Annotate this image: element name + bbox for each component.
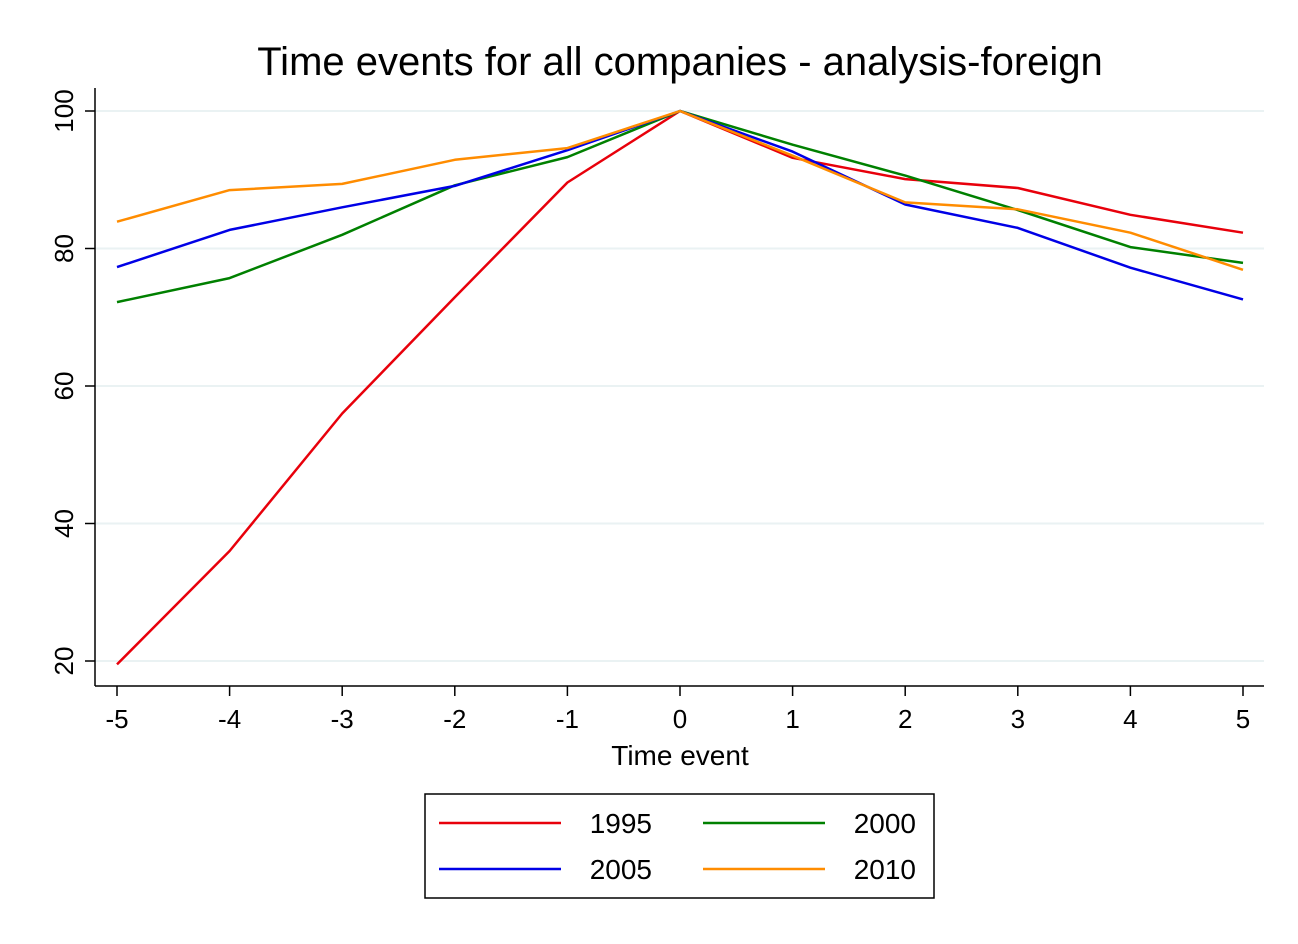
x-axis-title: Time event — [611, 740, 749, 771]
x-tick-label: -3 — [331, 704, 354, 734]
chart-title: Time events for all companies - analysis… — [257, 40, 1103, 84]
x-tick-label: 2 — [898, 704, 912, 734]
axes: 20 40 60 80 100 -5 -4 -3 -2 -1 0 1 2 3 4 5 — [49, 88, 1264, 734]
legend-label-2010: 2010 — [854, 854, 916, 885]
y-tick-label: 40 — [49, 509, 79, 538]
y-tick-label: 100 — [49, 89, 79, 132]
gridlines — [95, 110, 1264, 662]
series-line-2010 — [116, 109, 1244, 271]
x-tick-label: -2 — [443, 704, 466, 734]
data-series — [116, 109, 1244, 666]
legend-box — [424, 793, 935, 899]
x-tick-label: 1 — [785, 704, 799, 734]
y-tick-label: 20 — [49, 647, 79, 676]
x-tick-label: 5 — [1236, 704, 1250, 734]
x-tick-label: -5 — [105, 704, 128, 734]
legend-label-2005: 2005 — [590, 854, 652, 885]
x-tick-label: 3 — [1011, 704, 1025, 734]
x-tick-label: 0 — [673, 704, 687, 734]
legend-label-2000: 2000 — [854, 808, 916, 839]
y-tick-label: 80 — [49, 234, 79, 263]
legend-label-1995: 1995 — [590, 808, 652, 839]
y-tick-label: 60 — [49, 372, 79, 401]
x-tick-label: -4 — [218, 704, 241, 734]
x-tick-label: -1 — [556, 704, 579, 734]
legend: 1995 2000 2005 2010 — [424, 793, 935, 899]
x-tick-label: 4 — [1123, 704, 1137, 734]
